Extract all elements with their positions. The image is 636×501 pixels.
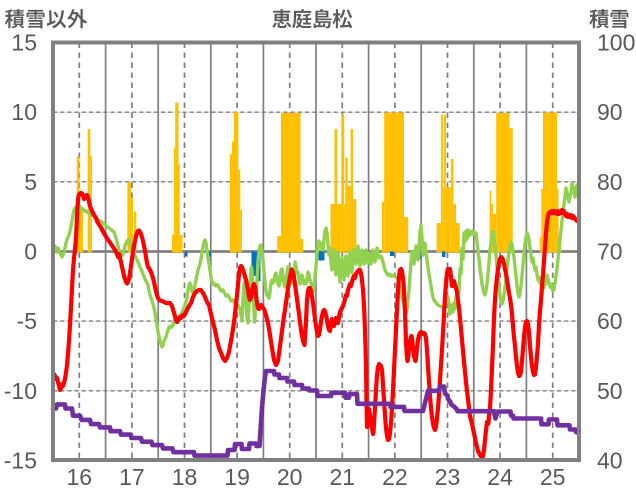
svg-text:16: 16 — [67, 464, 93, 490]
svg-text:-5: -5 — [17, 308, 37, 334]
svg-text:19: 19 — [224, 464, 250, 490]
svg-text:70: 70 — [597, 239, 623, 265]
svg-text:0: 0 — [24, 239, 37, 265]
svg-text:25: 25 — [540, 464, 566, 490]
svg-text:17: 17 — [119, 464, 145, 490]
svg-text:15: 15 — [11, 30, 37, 56]
svg-text:18: 18 — [172, 464, 198, 490]
svg-text:5: 5 — [24, 169, 37, 195]
svg-text:20: 20 — [277, 464, 303, 490]
svg-text:100: 100 — [597, 30, 635, 56]
svg-text:90: 90 — [597, 99, 623, 125]
svg-text:40: 40 — [597, 447, 623, 473]
svg-text:-10: -10 — [4, 378, 37, 404]
svg-text:80: 80 — [597, 169, 623, 195]
svg-text:60: 60 — [597, 308, 623, 334]
svg-text:-15: -15 — [4, 447, 37, 473]
svg-text:50: 50 — [597, 378, 623, 404]
svg-text:22: 22 — [382, 464, 408, 490]
svg-text:23: 23 — [435, 464, 461, 490]
svg-text:21: 21 — [330, 464, 356, 490]
svg-text:24: 24 — [487, 464, 513, 490]
svg-text:10: 10 — [11, 99, 37, 125]
